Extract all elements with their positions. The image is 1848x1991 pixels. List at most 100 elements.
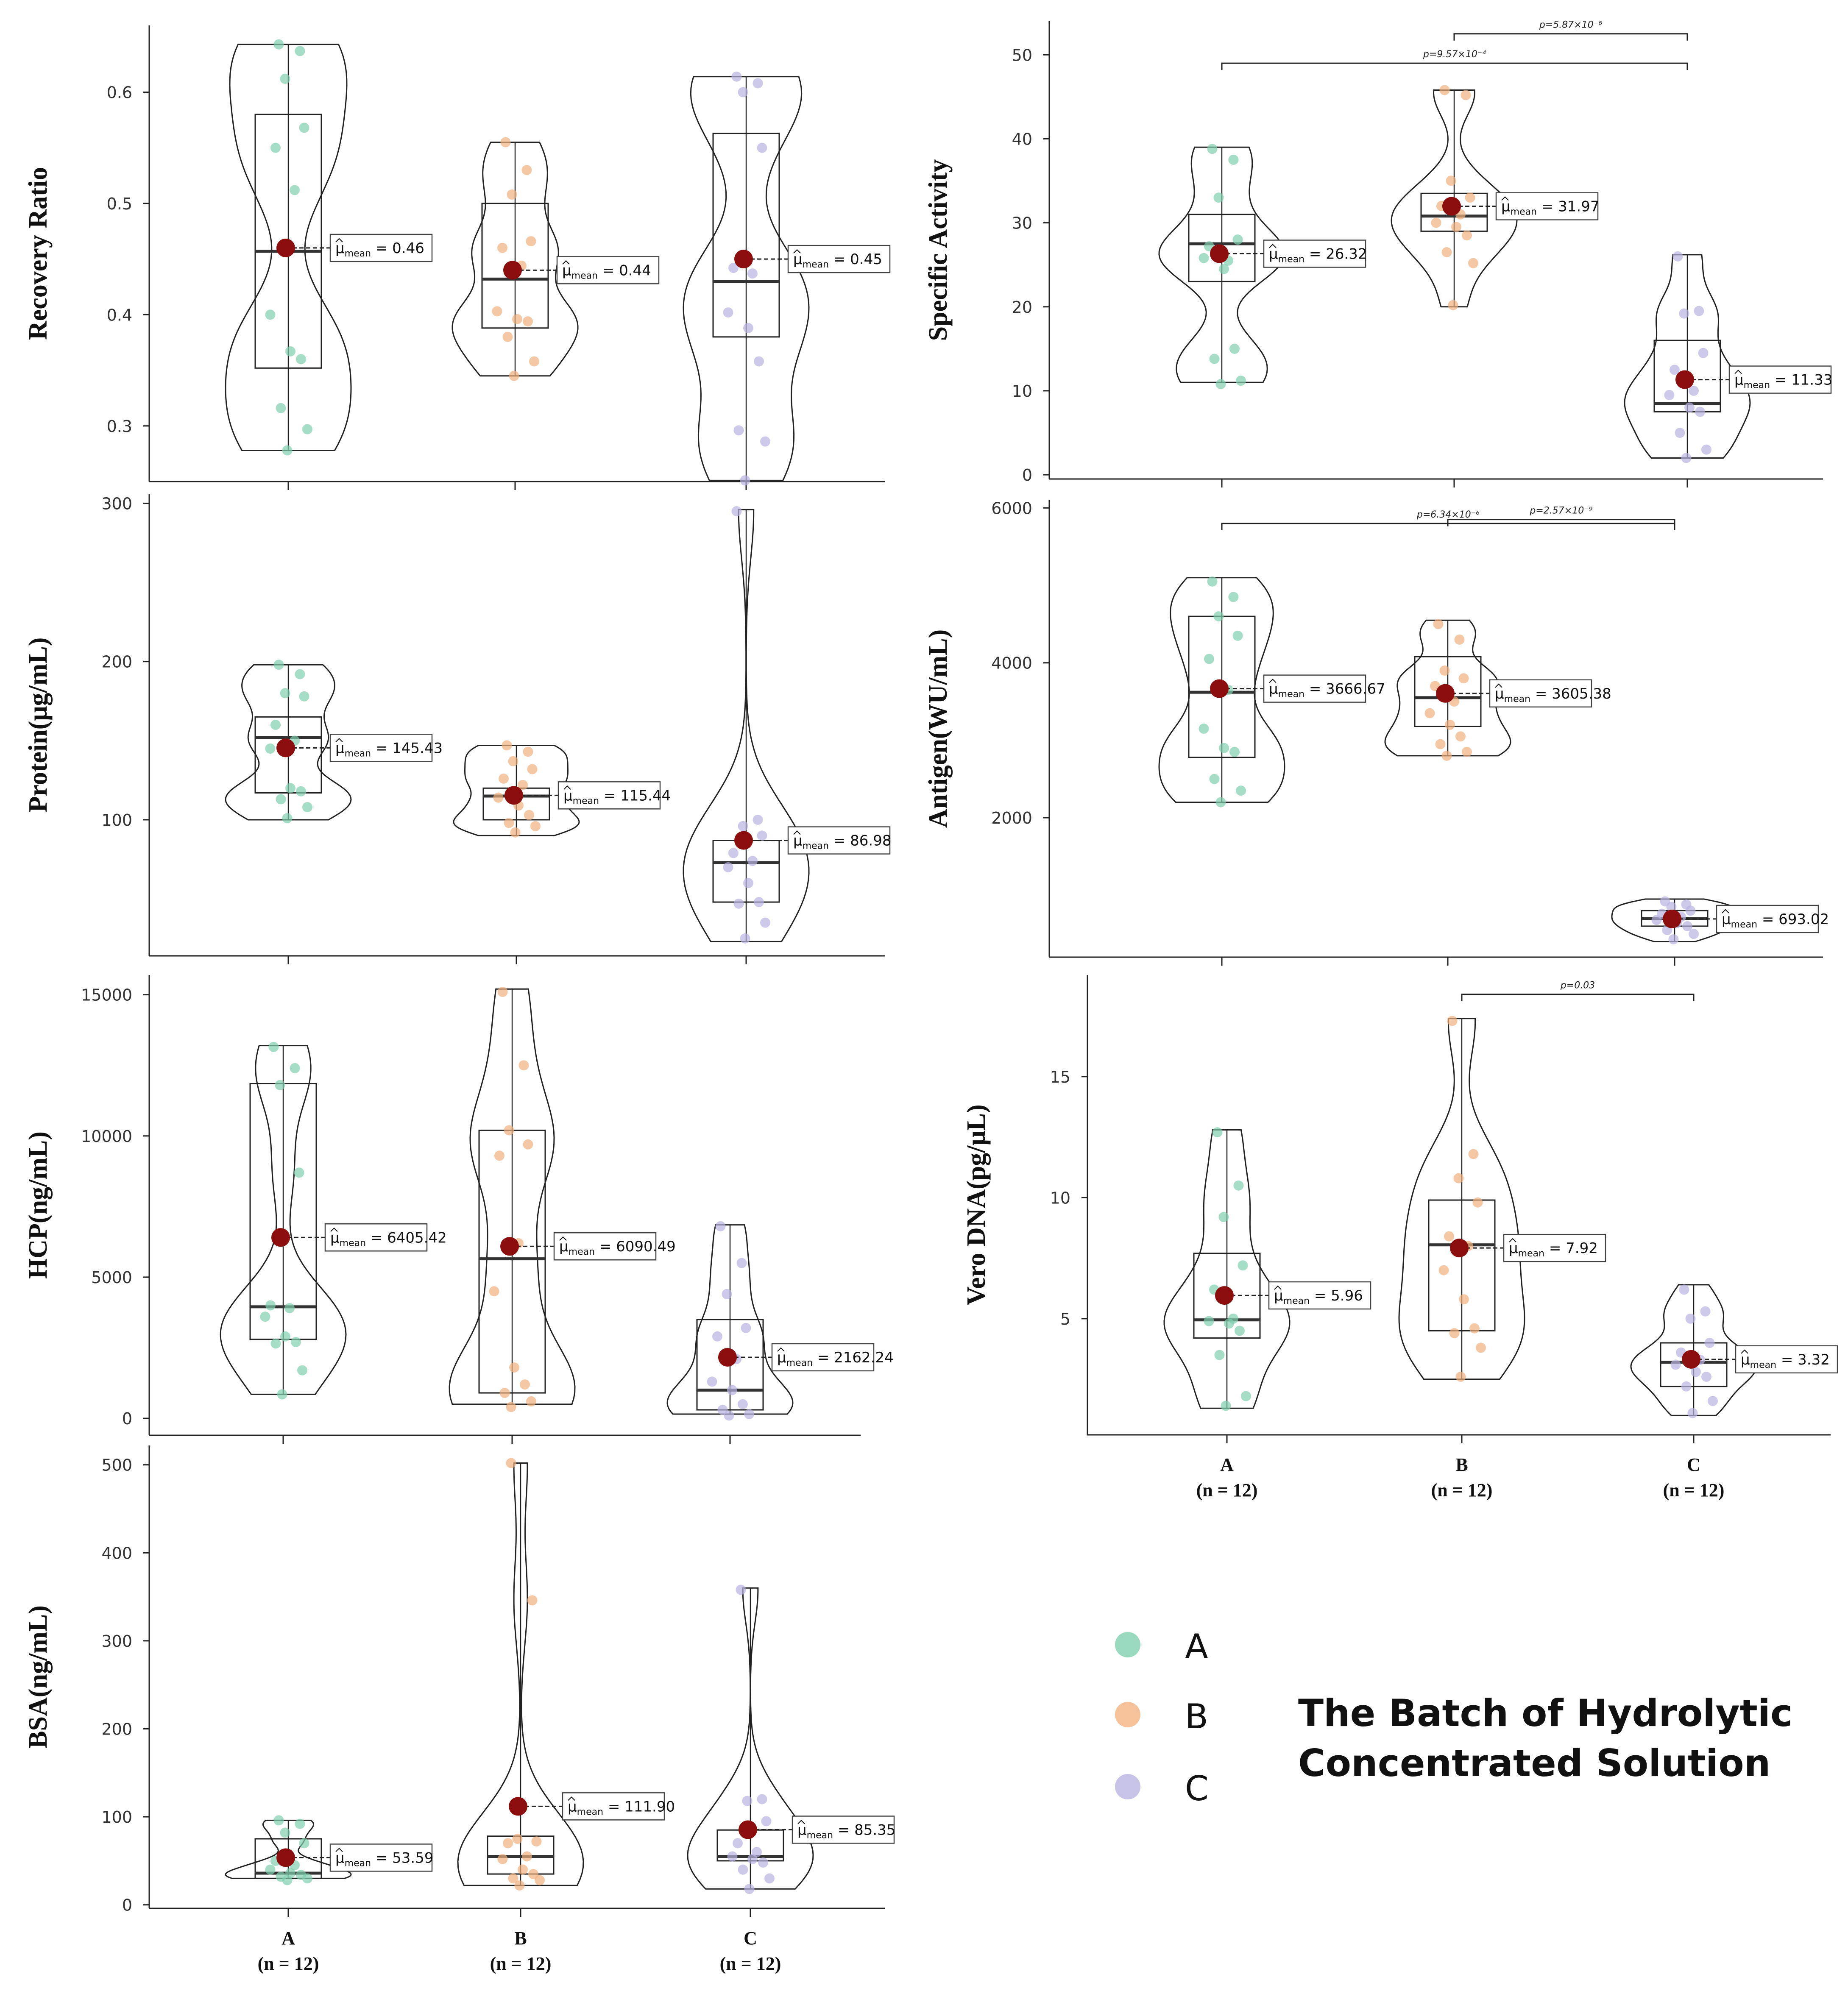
data-point: [523, 746, 533, 757]
group-c: μmean = 0.45: [683, 71, 891, 486]
data-point: [1447, 1016, 1458, 1026]
mean-label-box: [562, 1792, 665, 1821]
data-point: [733, 1838, 743, 1849]
mean-marker: [505, 786, 523, 805]
data-point: [753, 78, 763, 89]
data-point: [758, 1857, 768, 1868]
data-point: [723, 307, 733, 318]
mean-label-hat: [1269, 244, 1277, 248]
legend-marker-c: [1115, 1774, 1140, 1799]
mean-label-box: [324, 1223, 428, 1252]
x-group-count: (n = 12): [258, 1953, 319, 1974]
mean-label-hat: [568, 1796, 575, 1801]
data-point: [712, 1331, 722, 1342]
box: [254, 114, 322, 369]
x-tick-label: C: [1687, 1454, 1700, 1475]
legend-title-line-1: The Batch of Hydrolytic: [1298, 1691, 1792, 1735]
mean-marker: [276, 238, 295, 257]
data-point: [747, 1854, 758, 1864]
mean-label-box: [329, 734, 433, 762]
panel-specific: 0 10 20 30 40 50 Specific Activity μmean = 26.3…: [924, 20, 1832, 487]
mean-label-hat: [1734, 370, 1742, 374]
data-point: [275, 1080, 285, 1090]
data-point: [280, 73, 290, 84]
violin: [1163, 1129, 1291, 1409]
data-point: [1448, 300, 1458, 310]
mean-marker: [1663, 909, 1681, 928]
data-point: [1446, 175, 1456, 186]
data-point: [757, 1794, 767, 1804]
mean-label: μmean = 115.44: [563, 787, 671, 806]
data-point: [508, 756, 518, 766]
data-point: [270, 720, 281, 730]
data-point: [744, 1884, 755, 1894]
mean-label-box: [1489, 679, 1592, 708]
legend-label-a: A: [1185, 1627, 1208, 1666]
data-point: [1685, 1313, 1696, 1324]
violin: [452, 142, 579, 377]
data-point: [731, 71, 742, 82]
group-b: μmean = 111.90: [457, 1458, 675, 1891]
data-point: [740, 933, 750, 944]
data-point: [502, 331, 513, 342]
data-point: [707, 1376, 717, 1387]
legend-marker-a: [1115, 1632, 1140, 1657]
mean-label: μmean = 53.59: [335, 1849, 433, 1868]
data-point: [754, 356, 764, 367]
mean-label-box: [553, 1232, 657, 1261]
bracket-label: p=9.57×10⁻⁴: [1423, 49, 1486, 60]
legend-label-b: B: [1185, 1697, 1208, 1736]
data-point: [510, 827, 521, 838]
data-point: [1441, 247, 1452, 257]
y-tick-label: 300: [101, 1632, 132, 1651]
mean-label: μmean = 86.98: [793, 833, 891, 852]
y-axis-title: Recovery Ratio: [24, 167, 53, 340]
mean-label: μmean = 85.35: [797, 1822, 895, 1841]
data-point: [1232, 234, 1243, 245]
mean-label: μmean = 6405.42: [330, 1229, 447, 1248]
mean-marker: [509, 1797, 527, 1816]
y-tick-label: 30: [1012, 214, 1032, 233]
data-point: [276, 794, 286, 805]
data-point: [280, 1827, 290, 1838]
bracket-line: [1461, 994, 1695, 1001]
data-point: [280, 1331, 290, 1342]
group-c: μmean = 85.35: [687, 1584, 895, 1894]
data-point: [1455, 1371, 1466, 1382]
significance-bracket: p=2.57×10⁻⁹: [1447, 506, 1675, 526]
mean-label-hat: [1722, 909, 1729, 913]
violin: [683, 76, 810, 481]
y-tick-label: 4000: [991, 654, 1032, 673]
data-point: [507, 189, 517, 200]
data-point: [1685, 905, 1696, 916]
y-tick-label: 200: [101, 1720, 132, 1738]
data-point: [1476, 1342, 1486, 1353]
data-point: [1212, 1127, 1223, 1138]
mean-label-hat: [1509, 1238, 1516, 1242]
data-point: [1679, 1284, 1689, 1295]
mean-label-box: [329, 234, 433, 262]
data-point: [764, 1873, 775, 1884]
mean-label: μmean = 111.90: [568, 1798, 675, 1817]
box: [696, 1319, 764, 1411]
data-point: [1204, 654, 1214, 664]
mean-label: μmean = 5.96: [1274, 1287, 1363, 1306]
mean-label-hat: [330, 1227, 338, 1232]
data-point: [282, 1875, 293, 1885]
data-point: [296, 354, 306, 365]
data-point: [754, 897, 764, 908]
violin: [1384, 619, 1511, 757]
data-point: [527, 764, 538, 774]
y-axis-title: BSA(ng/mL): [24, 1605, 53, 1749]
data-point: [1689, 929, 1699, 939]
data-point: [1431, 217, 1441, 228]
group-c: μmean = 11.33: [1624, 251, 1832, 463]
bracket-label: p=2.57×10⁻⁹: [1529, 506, 1592, 516]
x-tick-label: A: [1220, 1454, 1234, 1475]
data-point: [1700, 1306, 1711, 1317]
mean-marker: [500, 1237, 519, 1256]
data-point: [535, 1875, 545, 1885]
data-point: [722, 1289, 732, 1299]
data-point: [270, 1338, 281, 1349]
data-point: [1218, 1212, 1229, 1222]
